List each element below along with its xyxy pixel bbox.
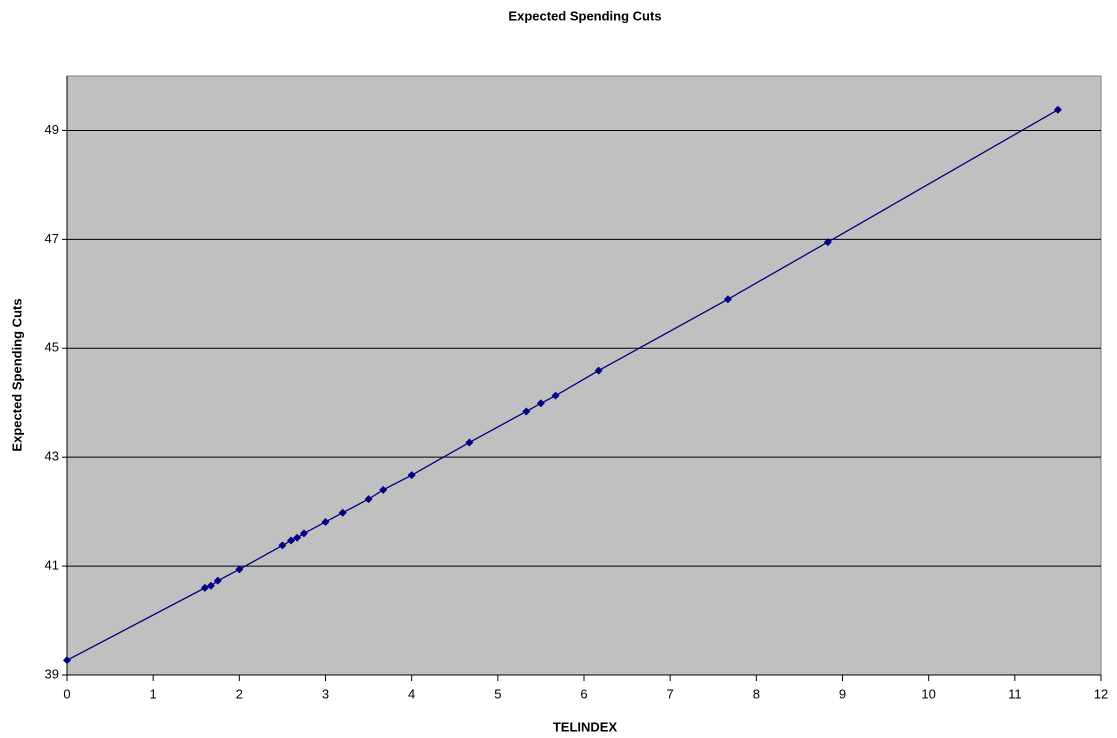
- y-tick-label: 43: [45, 449, 59, 464]
- data-point: [594, 366, 603, 375]
- y-tick-label: 41: [45, 558, 59, 573]
- x-tick-label: 4: [408, 686, 415, 701]
- x-tick-label: 0: [63, 686, 70, 701]
- x-tick-label: 1: [150, 686, 157, 701]
- x-axis-label: TELINDEX: [553, 719, 618, 734]
- x-tick-label: 2: [236, 686, 243, 701]
- series-line: [66, 109, 1059, 661]
- data-point: [278, 541, 287, 550]
- data-point: [213, 576, 222, 585]
- data-point: [206, 581, 215, 590]
- data-point: [723, 295, 732, 304]
- data-point: [200, 583, 209, 592]
- x-tick-label: 9: [839, 686, 846, 701]
- y-tick-label: 45: [45, 340, 59, 355]
- data-point: [63, 656, 71, 665]
- data-point: [338, 508, 347, 517]
- data-point: [287, 536, 296, 545]
- y-tick-label: 47: [45, 231, 59, 246]
- plot-area: [66, 75, 1102, 676]
- data-point: [299, 529, 308, 538]
- data-point: [823, 238, 832, 247]
- data-point: [407, 471, 416, 480]
- x-tick-label: 6: [580, 686, 587, 701]
- data-point: [1053, 105, 1062, 114]
- x-tick-label: 8: [753, 686, 760, 701]
- data-point: [235, 565, 244, 574]
- data-point: [465, 438, 474, 447]
- data-point: [293, 533, 302, 542]
- x-tick-label: 11: [1008, 686, 1022, 701]
- chart-title: Expected Spending Cuts: [508, 8, 661, 23]
- x-tick-label: 10: [921, 686, 935, 701]
- x-tick-label: 7: [667, 686, 674, 701]
- data-point: [522, 407, 531, 416]
- data-point: [379, 485, 388, 494]
- x-tick-label: 12: [1094, 686, 1108, 701]
- x-tick-label: 3: [322, 686, 329, 701]
- data-point: [364, 495, 373, 504]
- x-tick-label: 5: [494, 686, 501, 701]
- y-tick-label: 39: [45, 666, 59, 681]
- y-tick-label: 49: [45, 122, 59, 137]
- data-point: [551, 391, 560, 400]
- data-point: [321, 517, 330, 526]
- y-axis-label: Expected Spending Cuts: [9, 298, 24, 451]
- data-point: [536, 399, 545, 408]
